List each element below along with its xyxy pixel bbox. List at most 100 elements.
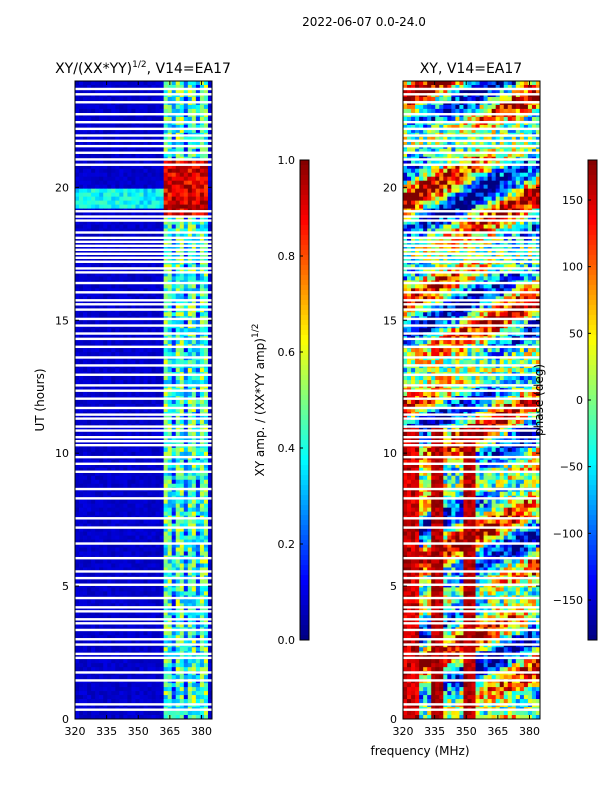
amp-cell — [179, 603, 185, 608]
amp-cell — [183, 148, 189, 154]
amp-cell — [195, 447, 201, 453]
amp-cell — [203, 639, 209, 644]
amp-cell — [155, 471, 161, 477]
amp-cell — [91, 148, 96, 154]
amp-cell — [79, 547, 84, 552]
amp-cell — [79, 204, 84, 209]
amp-cell — [123, 479, 128, 485]
amp-cell — [123, 220, 128, 225]
amp-cell — [207, 284, 213, 289]
amp-cell — [103, 459, 108, 465]
amp-cell — [87, 463, 92, 469]
amp-cell — [195, 563, 201, 568]
amp-cell — [199, 467, 205, 473]
amp-cell — [103, 567, 108, 572]
amp-cell — [135, 292, 140, 297]
amp-cell — [199, 152, 205, 158]
amp-cell — [135, 268, 140, 273]
amp-cell — [139, 352, 144, 357]
amp-cell — [135, 507, 140, 513]
amp-cell — [115, 320, 120, 325]
amp-cell — [203, 140, 209, 146]
amp-cell — [183, 571, 189, 576]
amp-cell — [167, 607, 173, 612]
amp-cell — [163, 320, 169, 325]
amp-cell — [127, 376, 132, 381]
amp-cell — [131, 148, 136, 154]
amp-cell — [199, 96, 205, 102]
amp-cell — [111, 228, 116, 233]
amp-cell — [191, 108, 197, 114]
amp-cell — [75, 631, 80, 636]
amp-cell — [159, 531, 165, 536]
amp-cell — [75, 380, 80, 385]
amp-cell — [159, 216, 165, 221]
amp-cell — [75, 419, 80, 425]
amp-cell — [143, 447, 148, 453]
amp-cell — [167, 284, 173, 289]
amp-cell — [159, 312, 165, 317]
amp-cell — [155, 164, 161, 170]
amp-cell — [191, 551, 197, 556]
amp-cell — [183, 559, 189, 564]
amp-cell — [107, 312, 112, 317]
amp-cell — [143, 579, 148, 584]
amp-cell — [147, 483, 152, 489]
amp-cell — [115, 264, 120, 269]
amp-cell — [111, 419, 116, 425]
amp-cell — [179, 192, 185, 198]
amp-cell — [131, 320, 136, 325]
amp-cell — [187, 292, 193, 297]
amp-cell — [183, 188, 189, 194]
amp-cell — [91, 160, 96, 166]
amp-cell — [147, 467, 152, 473]
amp-cell — [163, 312, 169, 317]
amp-cell — [115, 376, 120, 381]
amp-cell — [91, 591, 96, 596]
amp-cell — [199, 603, 205, 608]
amp-cell — [131, 380, 136, 385]
amp-cell — [143, 567, 148, 572]
amp-cell — [123, 304, 128, 309]
amp-cell — [119, 563, 124, 568]
amp-cell — [83, 499, 88, 505]
amp-cell — [139, 611, 144, 616]
amp-cell — [99, 152, 104, 158]
amp-cell — [119, 164, 124, 170]
amp-cell — [155, 447, 161, 453]
amp-cell — [99, 192, 104, 198]
amp-cell — [183, 523, 189, 528]
amp-cell — [175, 152, 181, 158]
amp-cell — [167, 559, 173, 564]
amp-cell — [155, 180, 161, 186]
amp-cell — [171, 639, 177, 644]
amp-cell — [171, 635, 177, 640]
amp-cell — [179, 200, 185, 206]
amp-cell — [103, 128, 108, 134]
amp-cell — [187, 276, 193, 281]
amp-cell — [119, 352, 124, 357]
amp-cell — [171, 304, 177, 309]
amp-cell — [167, 164, 173, 170]
amp-cell — [91, 607, 96, 612]
amp-cell — [115, 400, 120, 405]
amp-cell — [203, 475, 209, 481]
amp-cell — [179, 104, 185, 110]
amp-cell — [159, 81, 165, 86]
amp-cell — [203, 204, 209, 209]
amp-cell — [131, 491, 136, 497]
amp-cell — [151, 104, 156, 110]
amp-cell — [119, 547, 124, 552]
amp-cell — [151, 647, 156, 652]
amp-cell — [131, 368, 136, 373]
amp-cell — [75, 276, 80, 281]
amp-cell — [203, 535, 209, 540]
amp-cell — [207, 547, 213, 552]
amp-cell — [127, 535, 132, 540]
amp-cell — [163, 160, 169, 166]
amp-cell — [207, 296, 213, 301]
amp-cell — [155, 200, 161, 206]
amp-cell — [159, 451, 165, 457]
amp-cell — [103, 647, 108, 652]
amp-cell — [95, 196, 100, 202]
